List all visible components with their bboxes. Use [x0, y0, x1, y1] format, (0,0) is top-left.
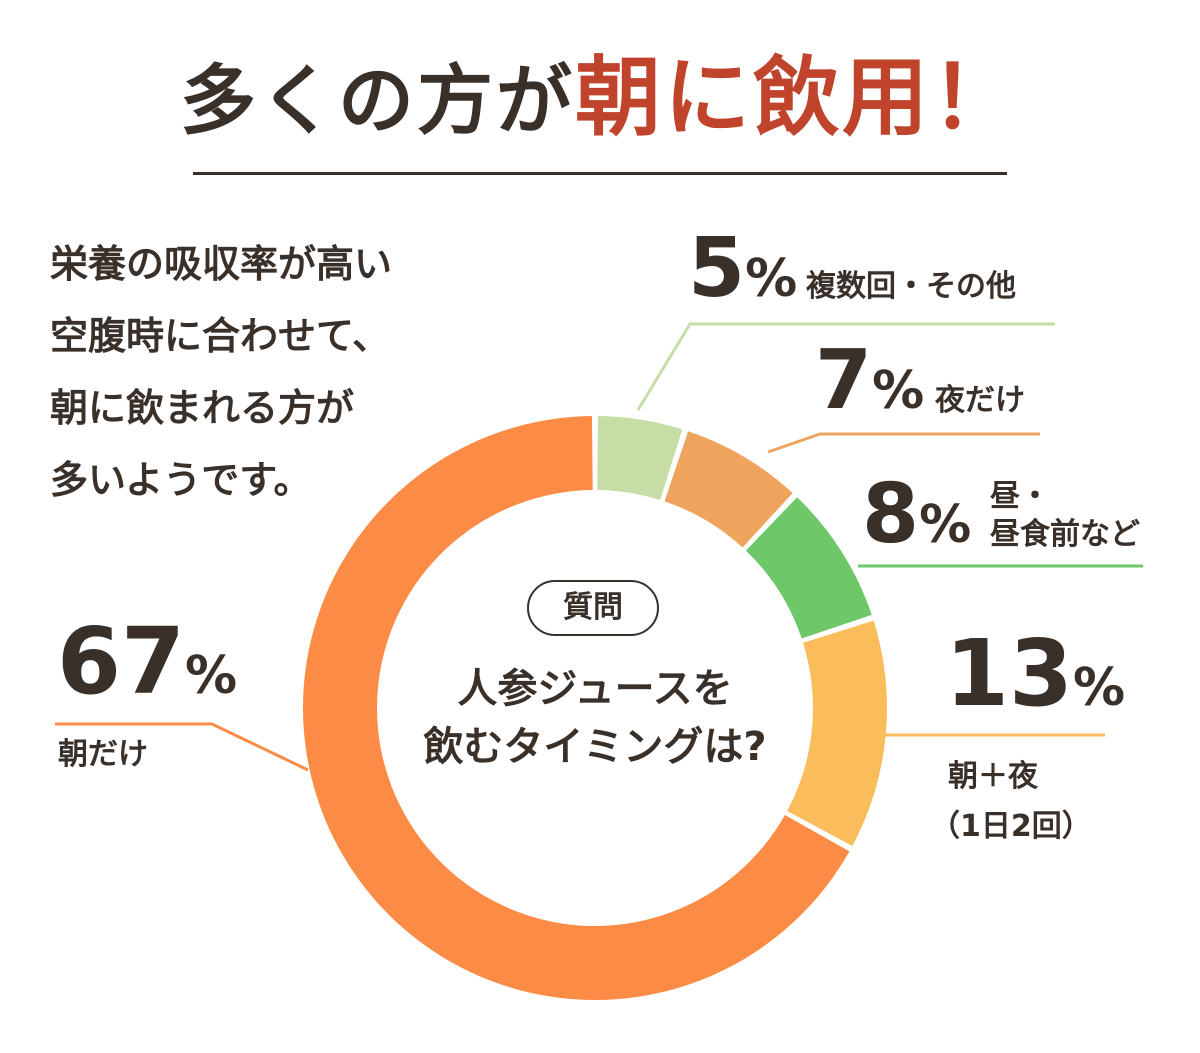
intro-line: 空腹時に合わせて、: [50, 314, 391, 358]
percent-sign: %: [1073, 658, 1126, 718]
headline: 多くの方が朝に飲用！: [0, 48, 1200, 151]
slice-label-morning-night: 13%: [945, 628, 1125, 720]
percent-sign: %: [745, 249, 798, 309]
intro-line: 朝に飲まれる方が: [50, 386, 355, 430]
headline-accent: 朝に飲用！: [575, 48, 1020, 148]
slice-caption: 夜だけ: [935, 383, 1025, 418]
slice-caption: 複数回・その他: [806, 269, 1016, 304]
intro-line: 多いようです。: [50, 458, 312, 502]
question-line: 人参ジュースを: [457, 666, 733, 712]
slice-value: 8: [862, 467, 920, 562]
slice-night: [664, 431, 793, 548]
slice-label-multiple: 5%: [688, 228, 797, 310]
intro-line: 栄養の吸収率が高い: [50, 242, 393, 286]
slice-value: 5: [688, 221, 746, 316]
slice-noon: [745, 497, 872, 639]
slice-caption: 昼食前など: [990, 517, 1140, 552]
question-text: 人参ジュースを 飲むタイミングは?: [380, 660, 810, 776]
slice-label-night: 7%: [815, 340, 924, 422]
percent-sign: %: [919, 495, 972, 555]
slice-morning-night: [787, 620, 888, 846]
slice-multiple: [597, 416, 683, 500]
question-badge: 質問: [527, 580, 659, 636]
slice-caption: 朝＋夜: [948, 759, 1038, 794]
leader-line: [636, 322, 1055, 411]
slice-value: 13: [945, 620, 1074, 727]
leader-lines: [55, 322, 1143, 772]
slice-caption: （1日2回）: [930, 809, 1092, 844]
percent-sign: %: [185, 646, 238, 706]
headline-rule: [193, 172, 1007, 175]
percent-sign: %: [872, 361, 925, 421]
leader-line: [55, 722, 309, 772]
question-line: 飲むタイミングは?: [423, 724, 767, 770]
headline-prefix: 多くの方が: [180, 56, 575, 145]
slice-caption: 朝だけ: [58, 737, 148, 772]
slice-caption: 昼・: [990, 479, 1050, 514]
leader-line: [767, 432, 1040, 454]
slice-value: 67: [57, 608, 186, 715]
intro-text: 栄養の吸収率が高い 空腹時に合わせて、 朝に飲まれる方が 多いようです。: [50, 228, 392, 516]
donut-slices: [303, 416, 888, 1001]
slice-value: 7: [815, 333, 873, 428]
slice-label-noon: 8%: [862, 474, 971, 556]
slice-label-morning: 67%: [57, 616, 237, 708]
